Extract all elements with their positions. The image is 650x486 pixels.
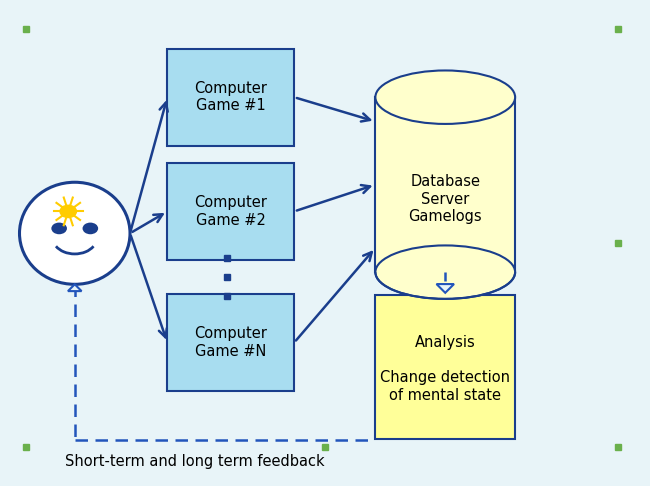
Text: Computer
Game #1: Computer Game #1 bbox=[194, 81, 267, 113]
Text: Change detection
of mental state: Change detection of mental state bbox=[380, 370, 510, 402]
Bar bbox=[167, 294, 294, 391]
Bar bbox=[376, 97, 515, 272]
Polygon shape bbox=[437, 284, 454, 293]
Ellipse shape bbox=[376, 70, 515, 124]
Ellipse shape bbox=[376, 245, 515, 299]
Text: Analysis: Analysis bbox=[415, 335, 476, 350]
Circle shape bbox=[83, 223, 98, 234]
Text: Computer
Game #2: Computer Game #2 bbox=[194, 195, 267, 227]
Circle shape bbox=[51, 223, 67, 234]
Polygon shape bbox=[68, 284, 81, 291]
Ellipse shape bbox=[20, 182, 130, 284]
Text: Database
Server
Gamelogs: Database Server Gamelogs bbox=[408, 174, 482, 224]
Bar bbox=[376, 295, 515, 438]
Bar bbox=[167, 49, 294, 146]
Text: Computer
Game #N: Computer Game #N bbox=[194, 327, 267, 359]
Text: Short-term and long term feedback: Short-term and long term feedback bbox=[65, 454, 325, 469]
Bar bbox=[167, 163, 294, 260]
Circle shape bbox=[60, 205, 77, 218]
